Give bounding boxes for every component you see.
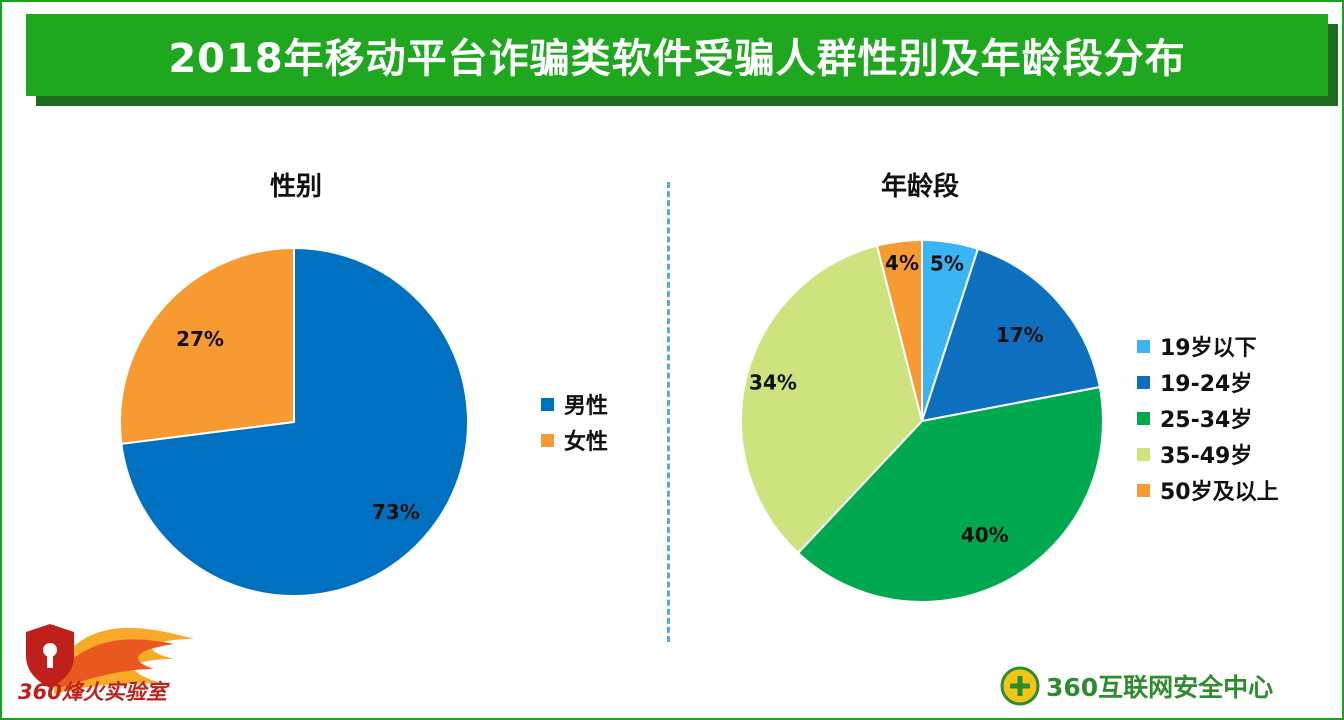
chart-divider xyxy=(667,182,670,642)
legend-swatch-19-24 xyxy=(1137,375,1150,389)
pie-label-1-4: 4% xyxy=(885,251,919,275)
pie-slice-1-1 xyxy=(920,247,1101,423)
legend-swatch-50-plus xyxy=(1137,483,1150,497)
pie-slice-0-1 xyxy=(119,246,295,445)
legend-swatch-25-34 xyxy=(1137,411,1150,425)
legend-swatch-female xyxy=(541,433,554,447)
legend-label-35-49: 35-49岁 xyxy=(1160,444,1253,469)
security-center-logo-text: 360互联网安全中心 xyxy=(1046,673,1274,702)
legend-label-under-19: 19岁以下 xyxy=(1160,336,1257,361)
pie-label-1-0: 5% xyxy=(930,252,964,276)
legend-label-50-plus: 50岁及以上 xyxy=(1160,480,1279,505)
gender-legend: 男性 女性 xyxy=(541,386,608,458)
age-legend: 19岁以下 19-24岁 25-34岁 35-49岁 50岁及以上 xyxy=(1137,328,1279,508)
legend-item-male: 男性 xyxy=(541,386,608,422)
legend-item-50-plus: 50岁及以上 xyxy=(1137,472,1279,508)
fire-lab-logo-text: 360烽火实验室 xyxy=(18,680,167,704)
security-center-logo-icon xyxy=(1000,666,1040,706)
legend-swatch-male xyxy=(541,397,554,411)
age-chart-title: 年龄段 xyxy=(880,172,959,202)
pie-label-1-3: 34% xyxy=(749,371,797,395)
pie-label-0-1: 27% xyxy=(176,327,224,351)
pie-label-1-2: 40% xyxy=(961,523,1009,547)
pie-slice-1-3 xyxy=(740,244,924,555)
page-title: 2018年移动平台诈骗类软件受骗人群性别及年龄段分布 xyxy=(168,36,1186,82)
legend-label-25-34: 25-34岁 xyxy=(1160,408,1253,433)
legend-item-25-34: 25-34岁 xyxy=(1137,400,1279,436)
pie-label-1-1: 17% xyxy=(996,323,1044,347)
pie-slice-1-4 xyxy=(875,238,923,422)
legend-swatch-35-49 xyxy=(1137,447,1150,461)
pie-slice-1-2 xyxy=(796,385,1104,603)
pie-label-0-0: 73% xyxy=(372,500,420,524)
fire-lab-logo-icon xyxy=(26,624,194,694)
legend-swatch-under-19 xyxy=(1137,339,1150,353)
legend-item-under-19: 19岁以下 xyxy=(1137,328,1279,364)
title-banner: 2018年移动平台诈骗类软件受骗人群性别及年龄段分布 xyxy=(26,14,1328,96)
legend-label-19-24: 19-24岁 xyxy=(1160,372,1253,397)
gender-chart-title: 性别 xyxy=(269,172,322,202)
legend-label-female: 女性 xyxy=(564,430,609,455)
legend-label-male: 男性 xyxy=(564,394,609,419)
legend-item-35-49: 35-49岁 xyxy=(1137,436,1279,472)
gender-pie-chart: 73% 27% xyxy=(119,246,469,597)
age-pie-chart: 5% 17% 40% 34% 4% xyxy=(740,238,1104,603)
legend-item-19-24: 19-24岁 xyxy=(1137,364,1279,400)
legend-item-female: 女性 xyxy=(541,422,608,458)
